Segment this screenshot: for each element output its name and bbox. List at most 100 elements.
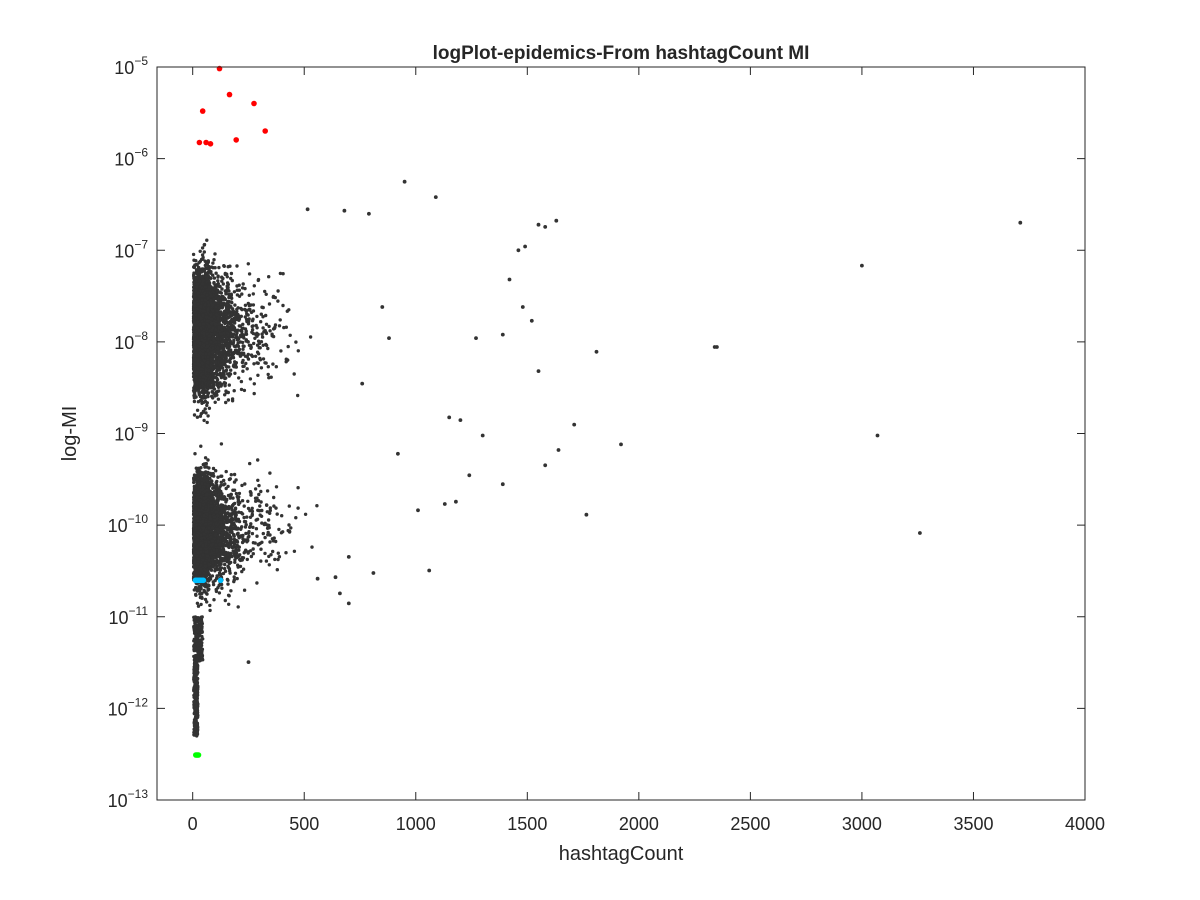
data-point	[206, 259, 210, 263]
data-point	[209, 293, 213, 298]
data-point	[255, 334, 259, 338]
data-point	[279, 349, 283, 353]
data-point	[203, 285, 208, 289]
data-point	[286, 344, 290, 349]
data-point	[220, 335, 225, 339]
scatter-points	[191, 65, 1023, 758]
data-point	[222, 325, 226, 329]
data-point	[192, 280, 196, 284]
data-point	[264, 361, 268, 365]
data-point	[253, 336, 257, 340]
data-point	[240, 292, 244, 296]
data-point	[220, 340, 224, 344]
data-point	[241, 369, 245, 373]
data-point	[241, 326, 245, 330]
data-point	[276, 299, 280, 303]
data-point	[213, 394, 217, 398]
data-point	[246, 340, 250, 344]
data-point	[217, 353, 222, 358]
data-point	[266, 365, 270, 369]
data-point	[229, 292, 233, 296]
data-point	[243, 286, 247, 291]
data-point	[251, 303, 256, 307]
data-point	[232, 290, 237, 294]
data-point	[220, 279, 224, 283]
data-point	[232, 326, 237, 330]
data-point	[261, 315, 265, 319]
data-point	[215, 380, 219, 384]
data-point	[201, 396, 205, 400]
data-point	[227, 372, 231, 376]
data-point	[216, 275, 220, 279]
data-point	[217, 325, 222, 330]
data-point	[194, 276, 199, 281]
data-point	[201, 278, 206, 283]
data-point	[264, 313, 268, 318]
data-point	[215, 333, 219, 338]
data-point	[308, 335, 313, 339]
data-point	[269, 375, 273, 379]
data-point	[264, 331, 268, 335]
data-point	[202, 418, 206, 423]
plot-area	[157, 67, 1085, 800]
data-point	[216, 397, 221, 401]
data-point	[260, 332, 264, 336]
data-point	[207, 406, 212, 410]
data-point	[230, 307, 235, 311]
data-point	[247, 304, 251, 308]
data-point	[247, 293, 251, 297]
data-point	[216, 279, 220, 283]
data-point	[281, 303, 285, 308]
data-point	[192, 399, 197, 404]
data-point	[232, 389, 236, 393]
data-point	[192, 413, 197, 417]
data-point	[219, 311, 223, 315]
data-point	[261, 305, 265, 310]
data-point	[224, 400, 228, 405]
data-point	[296, 349, 300, 353]
data-point	[255, 361, 259, 365]
data-point	[235, 264, 239, 268]
data-point	[276, 289, 280, 293]
data-point	[222, 373, 226, 378]
data-point	[218, 371, 222, 376]
data-point	[253, 354, 258, 358]
data-point	[256, 373, 260, 377]
data-point	[199, 399, 204, 403]
data-point	[198, 249, 202, 253]
data-point	[232, 344, 237, 349]
data-point	[234, 365, 238, 369]
data-point	[256, 352, 261, 356]
data-point	[195, 408, 200, 412]
data-point	[206, 270, 210, 274]
data-point	[271, 362, 275, 366]
data-point	[230, 312, 234, 316]
data-point	[252, 391, 256, 396]
data-point	[201, 390, 205, 394]
data-point	[267, 275, 271, 279]
data-point	[251, 331, 255, 336]
data-point	[267, 324, 271, 329]
data-point	[236, 344, 241, 349]
data-point	[268, 329, 272, 333]
data-point	[194, 259, 198, 263]
data-point	[242, 388, 247, 393]
data-point	[198, 384, 202, 389]
data-point	[233, 371, 237, 375]
data-point	[237, 318, 241, 322]
data-point	[282, 325, 286, 330]
data-point	[229, 271, 234, 276]
data-point	[212, 286, 216, 290]
data-point	[199, 275, 203, 279]
data-point	[203, 407, 207, 411]
data-point	[213, 375, 218, 379]
data-point	[242, 351, 246, 355]
data-point	[248, 377, 253, 381]
data-point	[296, 393, 300, 398]
data-point	[216, 385, 221, 389]
data-point	[207, 324, 211, 329]
data-point	[227, 383, 231, 387]
data-point	[229, 368, 233, 372]
data-point	[198, 414, 203, 418]
data-point	[243, 315, 247, 319]
